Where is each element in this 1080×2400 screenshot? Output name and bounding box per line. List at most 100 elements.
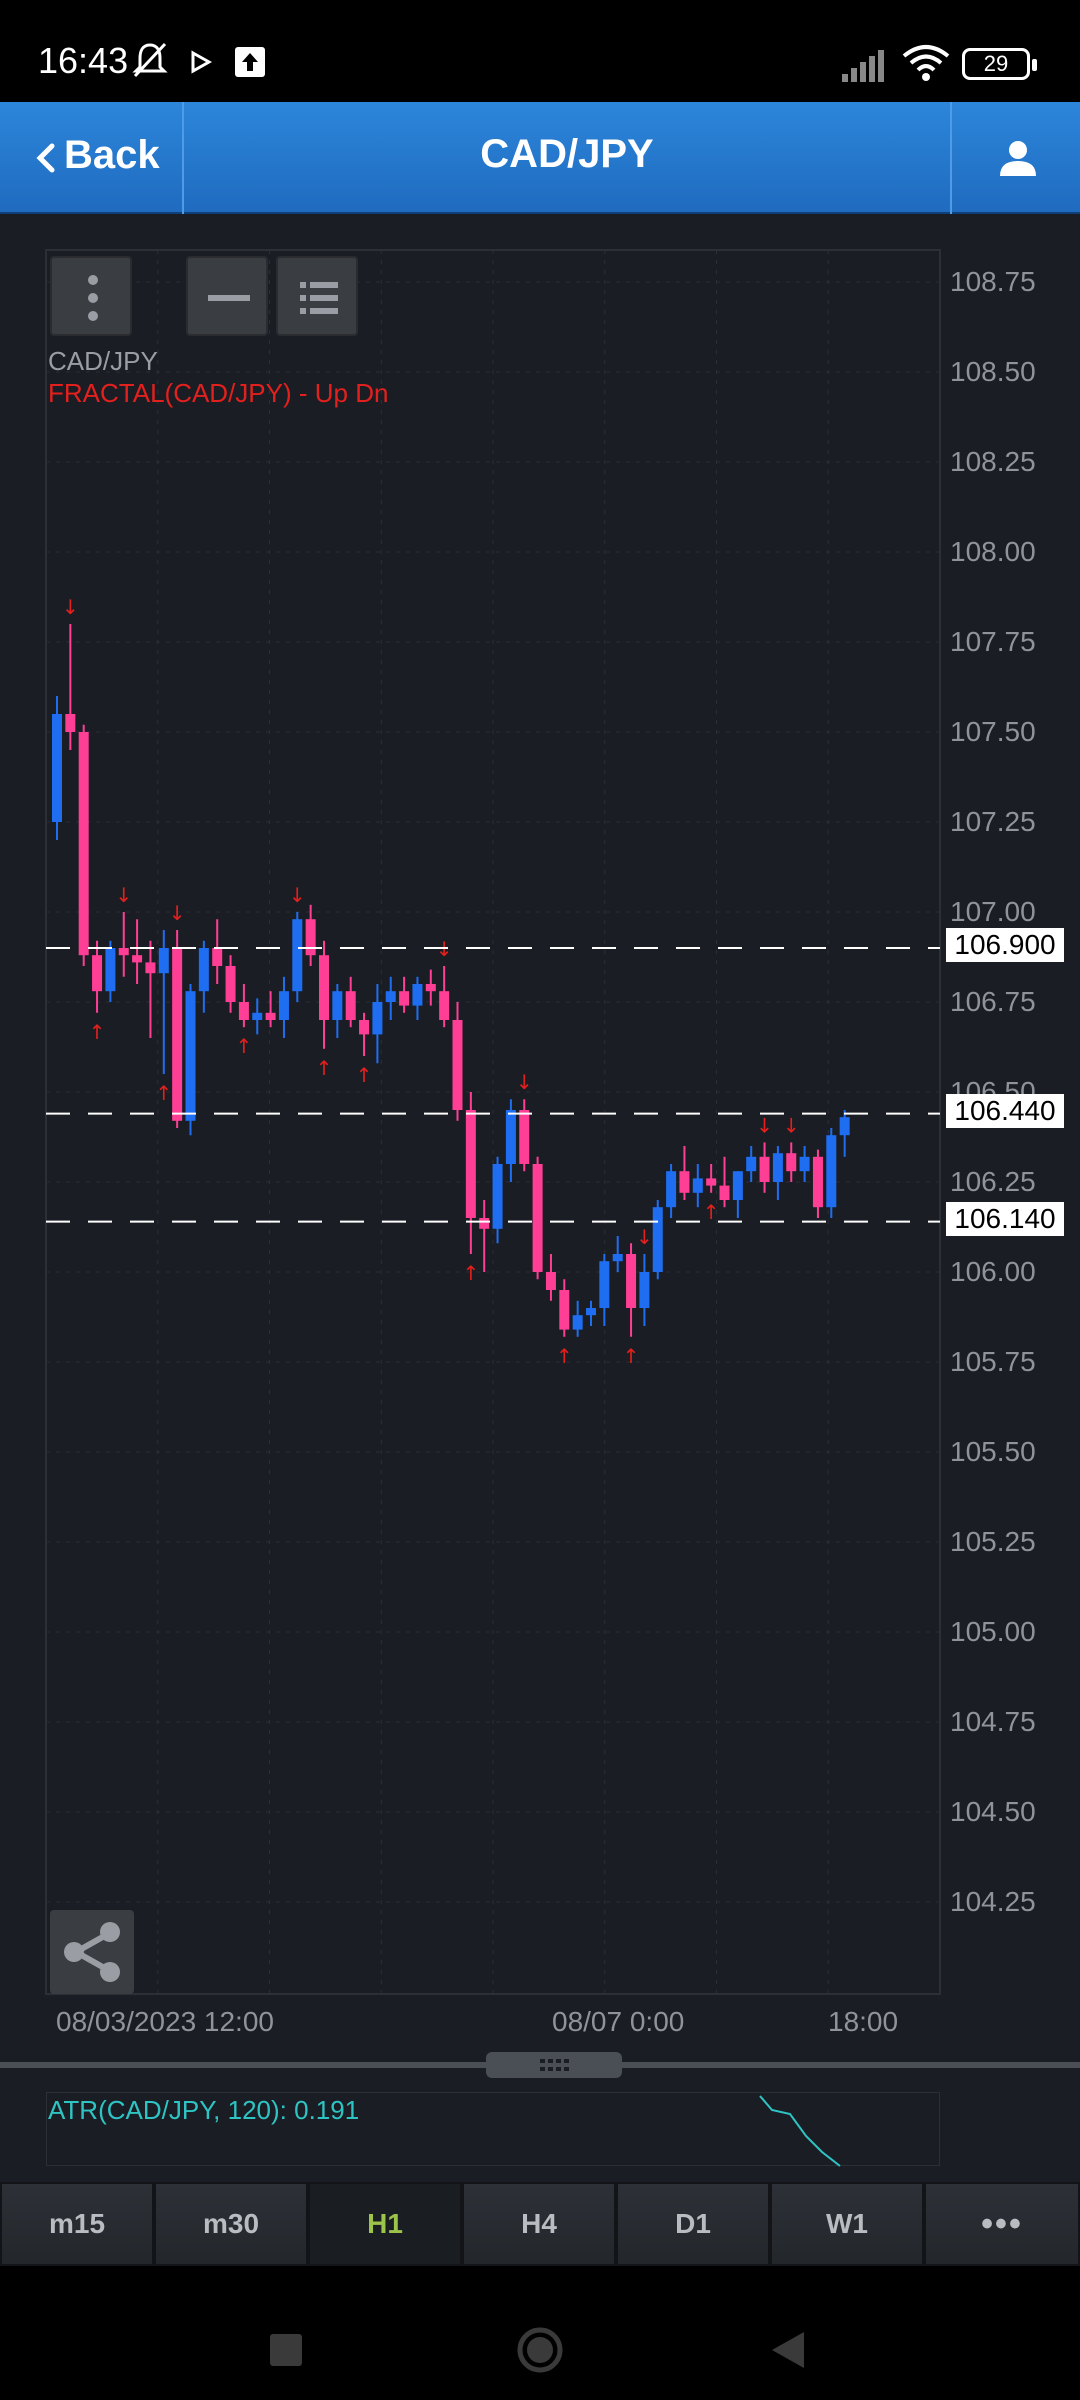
candle-body: [305, 919, 316, 956]
resize-handle[interactable]: [486, 2052, 622, 2078]
fractal-up-marker: ↓: [115, 883, 132, 907]
candle-body: [319, 955, 329, 1020]
candle-body: [145, 962, 156, 974]
user-icon: [1000, 141, 1036, 176]
fractal-down-marker: ↑: [623, 1344, 640, 1368]
price-tick-label: 104.25: [950, 1886, 1036, 1917]
fractal-down-marker: ↑: [462, 1261, 479, 1285]
candle-body: [465, 1110, 476, 1218]
panel-divider[interactable]: [0, 2052, 1080, 2080]
candle-body: [732, 1171, 743, 1200]
draw-line-button[interactable]: [186, 256, 268, 336]
candle-body: [599, 1261, 610, 1308]
atr-label: ATR(CAD/JPY, 120): 0.191: [48, 2095, 360, 2125]
price-line-tag[interactable]: 106.900: [946, 928, 1064, 962]
back-button[interactable]: Back: [0, 102, 184, 214]
fractal-up-marker: ↓: [289, 883, 306, 907]
profile-button[interactable]: [950, 102, 1080, 214]
candle-body: [399, 991, 410, 1006]
candle-body: [772, 1153, 783, 1182]
fractal-down-marker: ↑: [89, 1020, 106, 1044]
price-tick-label: 106.25: [950, 1166, 1036, 1197]
candle-body: [586, 1308, 596, 1316]
chevron-left-icon: [36, 143, 55, 173]
recents-icon[interactable]: [268, 2332, 304, 2368]
timeframe-h4[interactable]: H4: [462, 2182, 616, 2266]
candle-body: [759, 1156, 770, 1182]
list-icon: [300, 282, 338, 314]
price-tick-label: 108.50: [950, 356, 1036, 387]
candle-body: [519, 1110, 530, 1164]
price-tick-label: 105.75: [950, 1346, 1036, 1377]
candle-body: [612, 1254, 623, 1262]
candle-body: [799, 1156, 810, 1172]
candle-body: [652, 1207, 663, 1272]
candle-body: [505, 1110, 516, 1164]
signal-icon: [842, 50, 884, 82]
chart-area[interactable]: ↓ ↓ ↓ ↓ ↓ ↓ ↓ ↓ ↓ ↑ ↑ ↑ ↑ ↑ ↑ ↑ ↑ ↑ CAD/JPY FRACTAL(CAD/J…: [0, 214, 1080, 2052]
time-label: 08/07 0:00: [552, 2006, 685, 2037]
menu-dots-button[interactable]: [50, 256, 132, 336]
back-label: Back: [64, 133, 160, 177]
fractal-up-marker: ↓: [783, 1113, 800, 1137]
timeframe-m30[interactable]: m30: [154, 2182, 308, 2266]
price-tick-label: 105.25: [950, 1526, 1036, 1557]
time-label: 18:00: [828, 2006, 899, 2037]
candle-body: [532, 1164, 543, 1272]
price-tick-label: 108.25: [950, 446, 1036, 477]
candle-body: [252, 1012, 263, 1020]
candle-body: [706, 1178, 717, 1186]
share-button[interactable]: [50, 1910, 134, 1994]
indicator-list-button[interactable]: [276, 256, 358, 336]
fractal-up-marker: ↓: [756, 1113, 773, 1137]
line-tool-icon: [208, 295, 250, 301]
candle-body: [746, 1156, 757, 1172]
candle-body: [372, 1002, 383, 1035]
fractal-down-marker: ↑: [703, 1200, 720, 1224]
candle-body: [479, 1218, 490, 1229]
price-tick-label: 107.00: [950, 896, 1036, 927]
indicator-label: FRACTAL(CAD/JPY) - Up Dn: [48, 378, 389, 408]
status-bar: 16:43 29: [0, 0, 1080, 102]
back-nav-icon[interactable]: [770, 2330, 806, 2370]
candle-body: [839, 1117, 850, 1136]
fractal-down-marker: ↑: [155, 1081, 172, 1105]
candle-body: [105, 948, 116, 992]
price-line-tag[interactable]: 106.440: [946, 1094, 1064, 1128]
candle-body: [626, 1254, 637, 1308]
wifi-icon: [902, 45, 950, 81]
candle-body: [425, 984, 436, 992]
fractal-up-marker: ↓: [169, 901, 186, 925]
price-tick-label: 106.75: [950, 986, 1036, 1017]
play-icon: [191, 50, 212, 74]
price-tick-label: 104.75: [950, 1706, 1036, 1737]
timeframe-w1[interactable]: W1: [770, 2182, 924, 2266]
more-button[interactable]: •••: [924, 2182, 1080, 2266]
candle-body: [65, 714, 76, 732]
price-tick-label: 105.00: [950, 1616, 1036, 1647]
candle-body: [545, 1272, 556, 1290]
page-title: CAD/JPY: [480, 132, 654, 176]
candle-body: [238, 1002, 249, 1020]
candle-body: [786, 1153, 797, 1172]
candlestick-chart[interactable]: ↓↓↓↓↓↓↓↓ ↓↑↑↑↑ ↑↑↑ ↑↑: [0, 214, 1080, 2052]
candle-body: [572, 1315, 583, 1330]
timeframe-bar: m15 m30 H1 H4 D1 W1 •••: [0, 2182, 1080, 2266]
fractal-up-marker: ↓: [516, 1070, 533, 1094]
home-icon[interactable]: [516, 2326, 564, 2374]
candle-body: [158, 948, 169, 974]
candle-body: [265, 1012, 276, 1020]
price-line-tag[interactable]: 106.140: [946, 1202, 1064, 1236]
candle-body: [692, 1178, 703, 1193]
timeframe-h1[interactable]: H1: [308, 2182, 462, 2266]
fractal-down-marker: ↑: [316, 1056, 333, 1080]
candle-body: [132, 955, 143, 963]
timeframe-m15[interactable]: m15: [0, 2182, 154, 2266]
vertical-dots-icon: [88, 275, 98, 321]
candle-body: [826, 1135, 837, 1208]
timeframe-d1[interactable]: D1: [616, 2182, 770, 2266]
atr-plot: [46, 2092, 940, 2166]
atr-panel[interactable]: ATR(CAD/JPY, 120): 0.191: [0, 2080, 1080, 2182]
status-time: 16:43: [38, 40, 129, 81]
candle-body: [332, 991, 343, 1020]
